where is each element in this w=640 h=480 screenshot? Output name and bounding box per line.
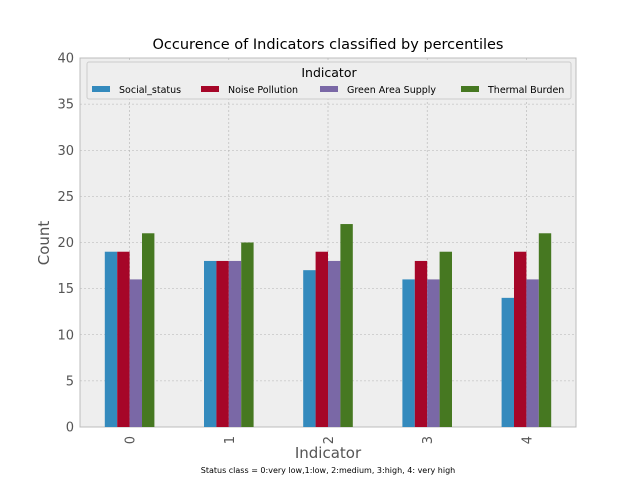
y-axis-label: Count (35, 221, 53, 266)
x-axis-ticks: 0 1 2 3 4 (124, 436, 536, 444)
legend: Indicator Social_status Noise Pollution Gr… (86, 61, 572, 100)
bar (204, 260, 217, 427)
x-tick-label: 2 (322, 436, 337, 444)
bar (129, 279, 142, 427)
bar (241, 242, 254, 427)
legend-swatch (201, 86, 219, 92)
bar (414, 260, 428, 427)
x-tick-label: 3 (421, 436, 436, 444)
bar (315, 251, 328, 427)
bar (303, 270, 316, 427)
legend-label: Social_status (119, 85, 181, 96)
y-tick-label: 10 (57, 328, 74, 343)
bars (104, 224, 552, 427)
legend-label: Thermal Burden (487, 85, 564, 96)
bar (142, 233, 155, 427)
y-tick-label: 20 (57, 236, 74, 251)
y-tick-label: 0 (66, 421, 74, 436)
bar (514, 251, 527, 427)
bar (216, 260, 229, 427)
chart-title: Occurence of Indicators classified by pe… (153, 37, 504, 53)
legend-title: Indicator (301, 65, 357, 80)
bar (538, 233, 552, 427)
legend-swatch (320, 86, 338, 92)
bar (117, 251, 130, 427)
y-tick-label: 30 (57, 144, 74, 159)
y-axis-ticks: 0 5 10 15 20 25 30 35 40 (57, 52, 74, 436)
x-axis-label: Indicator (295, 444, 362, 462)
y-tick-label: 40 (57, 52, 74, 67)
chart-caption: Status class = 0:very low,1:low, 2:mediu… (201, 466, 455, 475)
x-tick-label: 1 (223, 436, 238, 444)
bar (340, 224, 353, 427)
x-tick-label: 0 (124, 436, 139, 444)
bar (526, 279, 539, 427)
legend-label: Green Area Supply (347, 85, 436, 96)
bar (104, 251, 118, 427)
bar (439, 251, 452, 427)
legend-swatch (461, 86, 479, 92)
legend-label: Noise Pollution (228, 85, 298, 96)
y-tick-label: 5 (66, 374, 74, 389)
bar (427, 279, 440, 427)
legend-swatch (92, 86, 110, 92)
bar (228, 260, 242, 427)
bar (328, 260, 341, 427)
y-tick-label: 15 (57, 282, 74, 297)
y-tick-label: 25 (57, 190, 74, 205)
x-tick-label: 4 (520, 436, 535, 444)
y-tick-label: 35 (57, 98, 74, 113)
bar (402, 279, 415, 427)
bar (501, 297, 514, 427)
